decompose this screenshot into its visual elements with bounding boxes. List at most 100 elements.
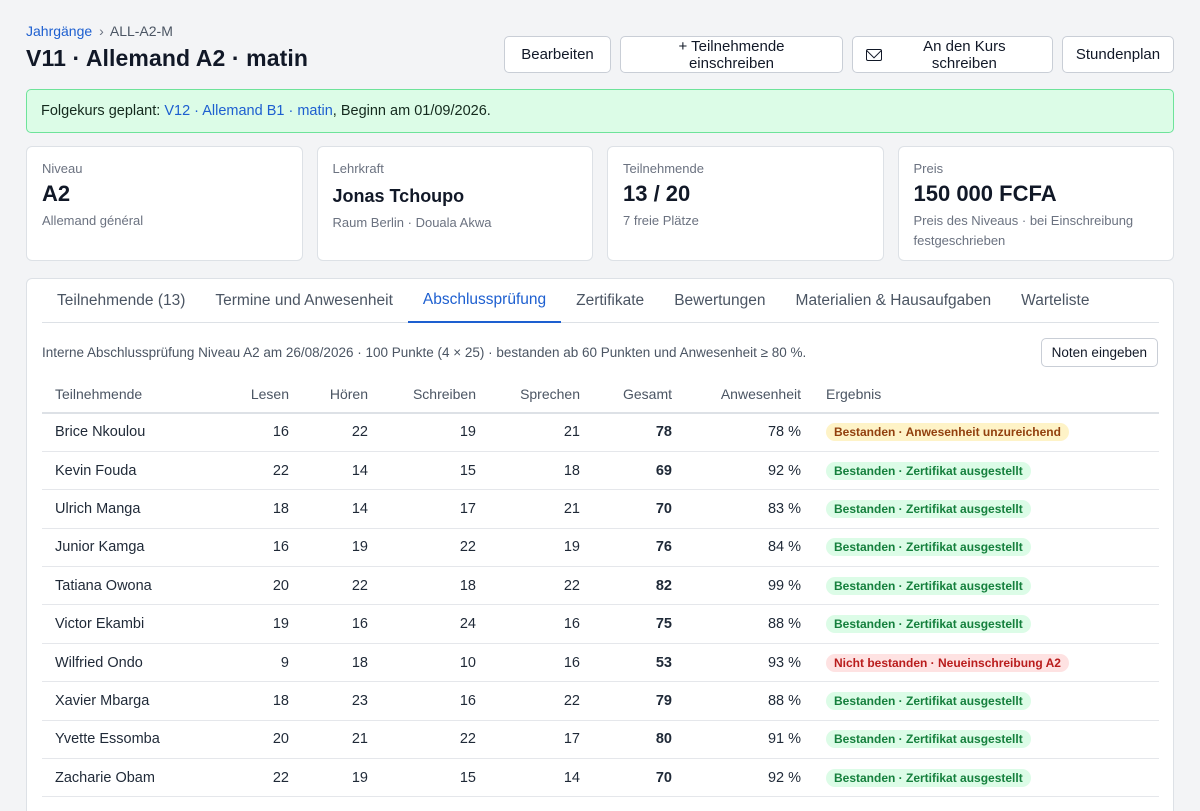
writing-score: 15 — [368, 451, 476, 491]
writing-score: 18 — [368, 566, 476, 606]
mail-icon — [866, 48, 882, 61]
tab-final-exam[interactable]: Abschlussprüfung — [407, 279, 562, 323]
notice-prefix: Folgekurs geplant: — [41, 103, 165, 119]
tab-participants[interactable]: Teilnehmende (13) — [57, 292, 186, 309]
tab-dates-attendance[interactable]: Termine und Anwesenheit — [215, 292, 393, 309]
column-header-reading[interactable]: Lesen — [217, 375, 289, 414]
column-header-attendance[interactable]: Anwesenheit — [672, 375, 801, 414]
participant-name: Yvette Essomba — [42, 720, 217, 760]
card-subtext: Preis des Niveaus · bei Einschreibung fe… — [913, 213, 1134, 248]
attendance-rate: 93 % — [672, 643, 801, 683]
table-row[interactable]: Ulrich Manga 18 14 17 21 70 83 % Bestanden · Ze… — [42, 489, 1159, 529]
table-row[interactable]: Victor Ekambi 19 16 24 16 75 88 % Bestanden · Z… — [42, 604, 1159, 644]
result-badge: Bestanden · Zertifikat ausgestellt — [826, 730, 1031, 749]
result-badge: Bestanden · Zertifikat ausgestellt — [826, 461, 1031, 480]
result-badge: Bestanden · Zertifikat ausgestellt — [826, 768, 1031, 787]
speaking-score: 18 — [476, 451, 580, 491]
participant-name: Victor Ekambi — [42, 604, 217, 644]
listening-score: 19 — [289, 528, 368, 568]
column-header-participant[interactable]: Teilnehmende — [42, 375, 217, 414]
card-value: Jonas Tchoupo — [332, 186, 465, 206]
enter-grades-button[interactable]: Noten eingeben — [1040, 338, 1158, 367]
result-cell: Bestanden · Zertifikat ausgestellt — [801, 720, 1159, 760]
column-header-speaking[interactable]: Sprechen — [476, 375, 580, 414]
speaking-score: 16 — [476, 604, 580, 644]
result-cell: Bestanden · Zertifikat ausgestellt — [801, 566, 1159, 606]
writing-score: 22 — [368, 720, 476, 760]
column-header-writing[interactable]: Schreiben — [368, 375, 476, 414]
tab-bar: Teilnehmende (13) Termine und Anwesenhei… — [42, 279, 1159, 323]
attendance-rate: 83 % — [672, 489, 801, 529]
write-to-course-label: An den Kurs schreiben — [923, 37, 1006, 72]
participant-name: Brice Nkoulou — [42, 413, 217, 452]
speaking-score: 22 — [476, 566, 580, 606]
writing-score: 24 — [368, 604, 476, 644]
result-cell: Bestanden · Zertifikat ausgestellt — [801, 451, 1159, 491]
result-badge: Bestanden · Zertifikat ausgestellt — [826, 576, 1031, 595]
table-row[interactable]: Junior Kamga 16 19 22 19 76 84 % Bestanden · Ze… — [42, 528, 1159, 568]
attendance-rate: 88 % — [672, 681, 801, 721]
result-cell: Bestanden · Zertifikat ausgestellt — [801, 758, 1159, 798]
exam-results-table: Teilnehmende Lesen Hören Schreiben Sprec… — [42, 375, 1159, 798]
enroll-participants-button[interactable]: + Teilnehmende einschreiben — [620, 36, 843, 73]
attendance-rate: 92 % — [672, 758, 801, 798]
tab-reviews[interactable]: Bewertungen — [674, 292, 766, 309]
page-title: V11 · Allemand A2 · matin — [26, 45, 308, 71]
attendance-rate: 78 % — [672, 413, 801, 452]
page-header: Jahrgänge › ALL-A2-M V11 · Allemand A2 ·… — [26, 22, 1174, 73]
total-score: 78 — [580, 413, 672, 452]
follow-up-course-notice: Folgekurs geplant: V12 · Allemand B1 · m… — [26, 89, 1174, 133]
reading-score: 9 — [217, 643, 289, 683]
speaking-score: 14 — [476, 758, 580, 798]
card-subtext: Raum Berlin · Douala Akwa — [332, 215, 492, 230]
table-row[interactable]: Kevin Fouda 22 14 15 18 69 92 % Bestanden · Zer… — [42, 451, 1159, 491]
column-header-listening[interactable]: Hören — [289, 375, 368, 414]
total-score: 80 — [580, 720, 672, 760]
participant-name: Junior Kamga — [42, 528, 217, 568]
writing-score: 15 — [368, 758, 476, 798]
reading-score: 16 — [217, 413, 289, 452]
table-row[interactable]: Zacharie Obam 22 19 15 14 70 92 % Bestanden · Z… — [42, 758, 1159, 798]
total-score: 79 — [580, 681, 672, 721]
result-cell: Bestanden · Zertifikat ausgestellt — [801, 604, 1159, 644]
write-to-course-button[interactable]: An den Kurs schreiben — [852, 36, 1053, 73]
reading-score: 22 — [217, 758, 289, 798]
table-row[interactable]: Brice Nkoulou 16 22 19 21 78 78 % Bestanden · A… — [42, 413, 1159, 452]
reading-score: 20 — [217, 566, 289, 606]
participant-name: Xavier Mbarga — [42, 681, 217, 721]
speaking-score: 21 — [476, 489, 580, 529]
listening-score: 14 — [289, 489, 368, 529]
table-row[interactable]: Tatiana Owona 20 22 18 22 82 99 % Bestanden · Z… — [42, 566, 1159, 606]
header-actions: Bearbeiten + Teilnehmende einschreiben A… — [504, 36, 1174, 73]
card-label: Teilnehmende — [623, 161, 704, 176]
tab-materials-homework[interactable]: Materialien & Hausaufgaben — [795, 292, 992, 309]
speaking-score: 21 — [476, 413, 580, 452]
schedule-button[interactable]: Stundenplan — [1062, 36, 1174, 73]
table-row[interactable]: Xavier Mbarga 18 23 16 22 79 88 % Bestanden · Z… — [42, 681, 1159, 721]
total-score: 70 — [580, 489, 672, 529]
price-card: Preis 150 000 FCFA Preis des Niveaus · b… — [897, 146, 1174, 261]
speaking-score: 17 — [476, 720, 580, 760]
column-header-total[interactable]: Gesamt — [580, 375, 672, 414]
speaking-score: 16 — [476, 643, 580, 683]
breadcrumb-parent-link[interactable]: Jahrgänge — [26, 23, 93, 39]
tab-certificates[interactable]: Zertifikate — [576, 292, 645, 309]
column-header-result[interactable]: Ergebnis — [801, 375, 1159, 414]
notice-suffix: , Beginn am 01/09/2026. — [332, 103, 491, 119]
writing-score: 19 — [368, 413, 476, 452]
speaking-score: 19 — [476, 528, 580, 568]
result-badge: Bestanden · Anwesenheit unzureichend — [826, 423, 1069, 442]
total-score: 82 — [580, 566, 672, 606]
result-badge: Bestanden · Zertifikat ausgestellt — [826, 615, 1031, 634]
follow-up-course-link[interactable]: V12 · Allemand B1 · matin — [164, 103, 333, 119]
participant-name: Wilfried Ondo — [42, 643, 217, 683]
table-row[interactable]: Wilfried Ondo 9 18 10 16 53 93 % Nicht bestande… — [42, 643, 1159, 683]
edit-button[interactable]: Bearbeiten — [504, 36, 611, 73]
total-score: 69 — [580, 451, 672, 491]
total-score: 76 — [580, 528, 672, 568]
table-row[interactable]: Yvette Essomba 20 21 22 17 80 91 % Bestanden · … — [42, 720, 1159, 760]
listening-score: 22 — [289, 566, 368, 606]
participant-name: Tatiana Owona — [42, 566, 217, 606]
tab-waitlist[interactable]: Warteliste — [1021, 292, 1090, 309]
result-badge: Bestanden · Zertifikat ausgestellt — [826, 538, 1031, 557]
